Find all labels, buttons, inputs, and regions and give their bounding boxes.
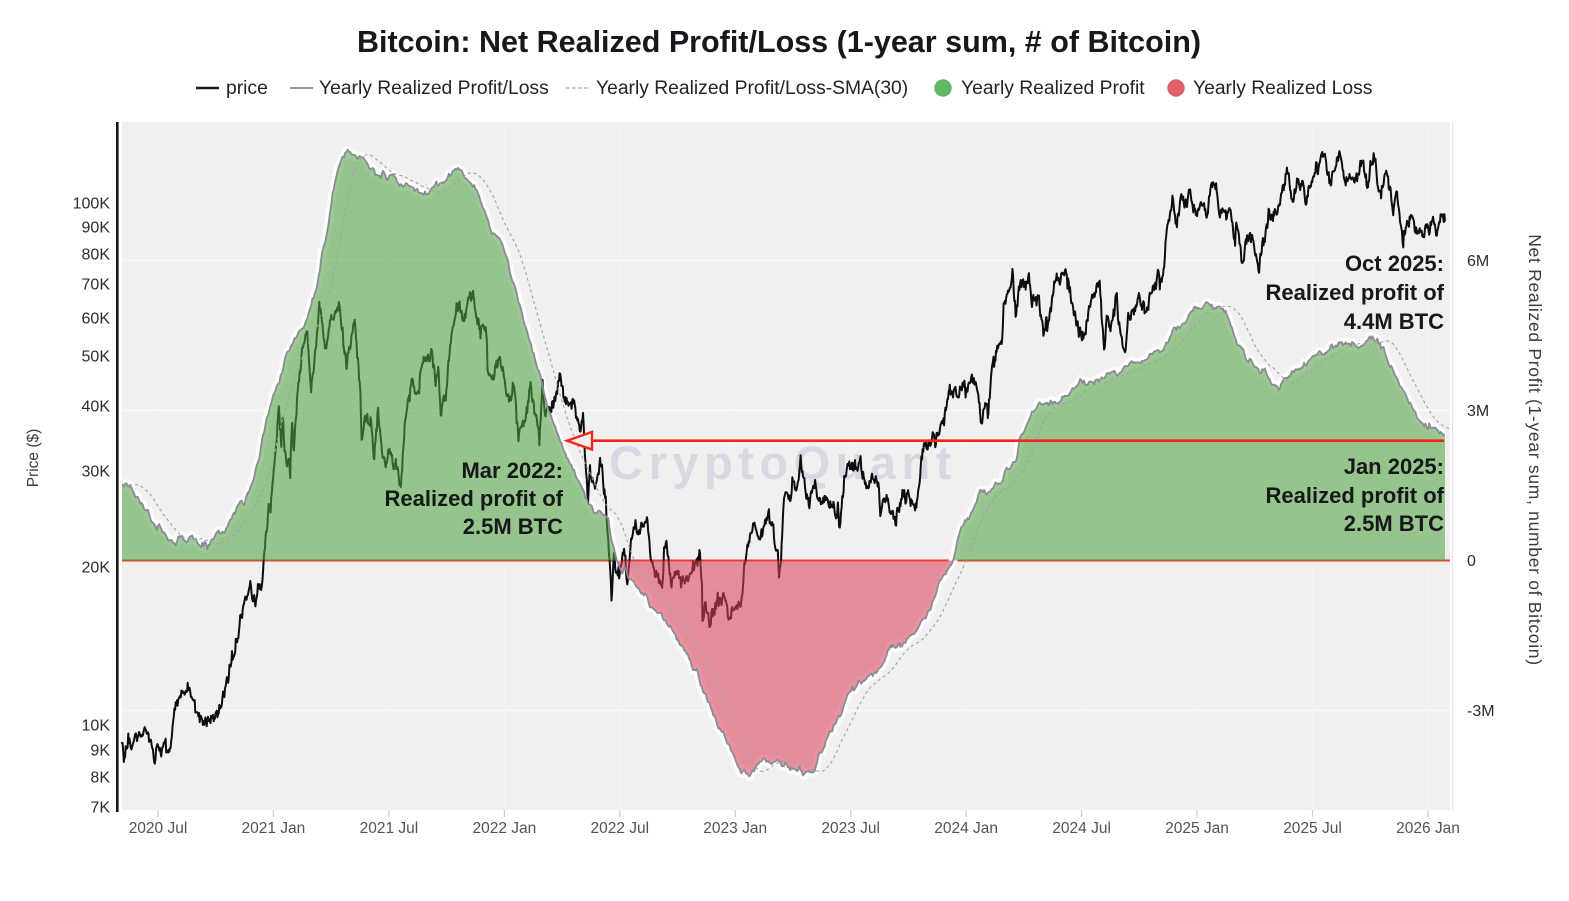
svg-text:0: 0 [1467,553,1476,570]
svg-text:Net Realized Profit (1-year su: Net Realized Profit (1-year sum, number … [1525,234,1545,666]
svg-text:90K: 90K [82,220,111,237]
svg-text:8K: 8K [90,770,110,787]
svg-text:2.5M BTC: 2.5M BTC [1344,511,1444,536]
svg-text:4.4M BTC: 4.4M BTC [1344,309,1444,334]
svg-text:Mar 2022:: Mar 2022: [461,458,563,483]
svg-text:2025 Jan: 2025 Jan [1165,820,1229,837]
svg-text:6M: 6M [1467,253,1489,270]
svg-text:20K: 20K [82,560,111,577]
svg-text:70K: 70K [82,277,111,294]
svg-text:-3M: -3M [1467,703,1495,720]
svg-text:10K: 10K [82,718,111,735]
svg-text:2026 Jan: 2026 Jan [1396,820,1460,837]
svg-text:60K: 60K [82,311,111,328]
svg-text:40K: 40K [82,399,111,416]
svg-text:CryptoQuant: CryptoQuant [609,436,957,489]
svg-text:2.5M BTC: 2.5M BTC [463,514,563,539]
svg-text:2022 Jul: 2022 Jul [590,820,649,837]
svg-text:Jan 2025:: Jan 2025: [1344,454,1444,479]
svg-text:2024 Jul: 2024 Jul [1052,820,1111,837]
svg-text:Realized profit of: Realized profit of [385,486,564,511]
svg-text:100K: 100K [73,196,111,213]
svg-text:Oct 2025:: Oct 2025: [1345,251,1444,276]
svg-text:2023 Jul: 2023 Jul [821,820,880,837]
svg-text:Price ($): Price ($) [25,429,42,488]
svg-text:2020 Jul: 2020 Jul [129,820,188,837]
svg-text:2022 Jan: 2022 Jan [473,820,537,837]
svg-text:30K: 30K [82,464,111,481]
svg-text:2024 Jan: 2024 Jan [934,820,998,837]
svg-text:Bitcoin: Net Realized Profit/L: Bitcoin: Net Realized Profit/Loss (1-yea… [357,25,1201,59]
svg-text:50K: 50K [82,349,111,366]
svg-text:Yearly Realized Profit/Loss-SM: Yearly Realized Profit/Loss-SMA(30) [596,78,908,99]
svg-text:Realized profit of: Realized profit of [1266,483,1445,508]
svg-text:Yearly Realized Profit: Yearly Realized Profit [961,78,1145,99]
svg-text:Yearly Realized Profit/Loss: Yearly Realized Profit/Loss [319,78,549,99]
svg-text:7K: 7K [90,800,110,817]
svg-text:3M: 3M [1467,403,1489,420]
svg-text:Realized profit of: Realized profit of [1266,280,1445,305]
svg-text:2025 Jul: 2025 Jul [1283,820,1342,837]
svg-text:80K: 80K [82,247,111,264]
svg-text:price: price [226,78,268,99]
svg-text:2021 Jan: 2021 Jan [242,820,306,837]
svg-text:2023 Jan: 2023 Jan [703,820,767,837]
svg-text:Yearly Realized Loss: Yearly Realized Loss [1193,78,1372,99]
svg-text:2021 Jul: 2021 Jul [360,820,419,837]
svg-text:9K: 9K [90,743,110,760]
